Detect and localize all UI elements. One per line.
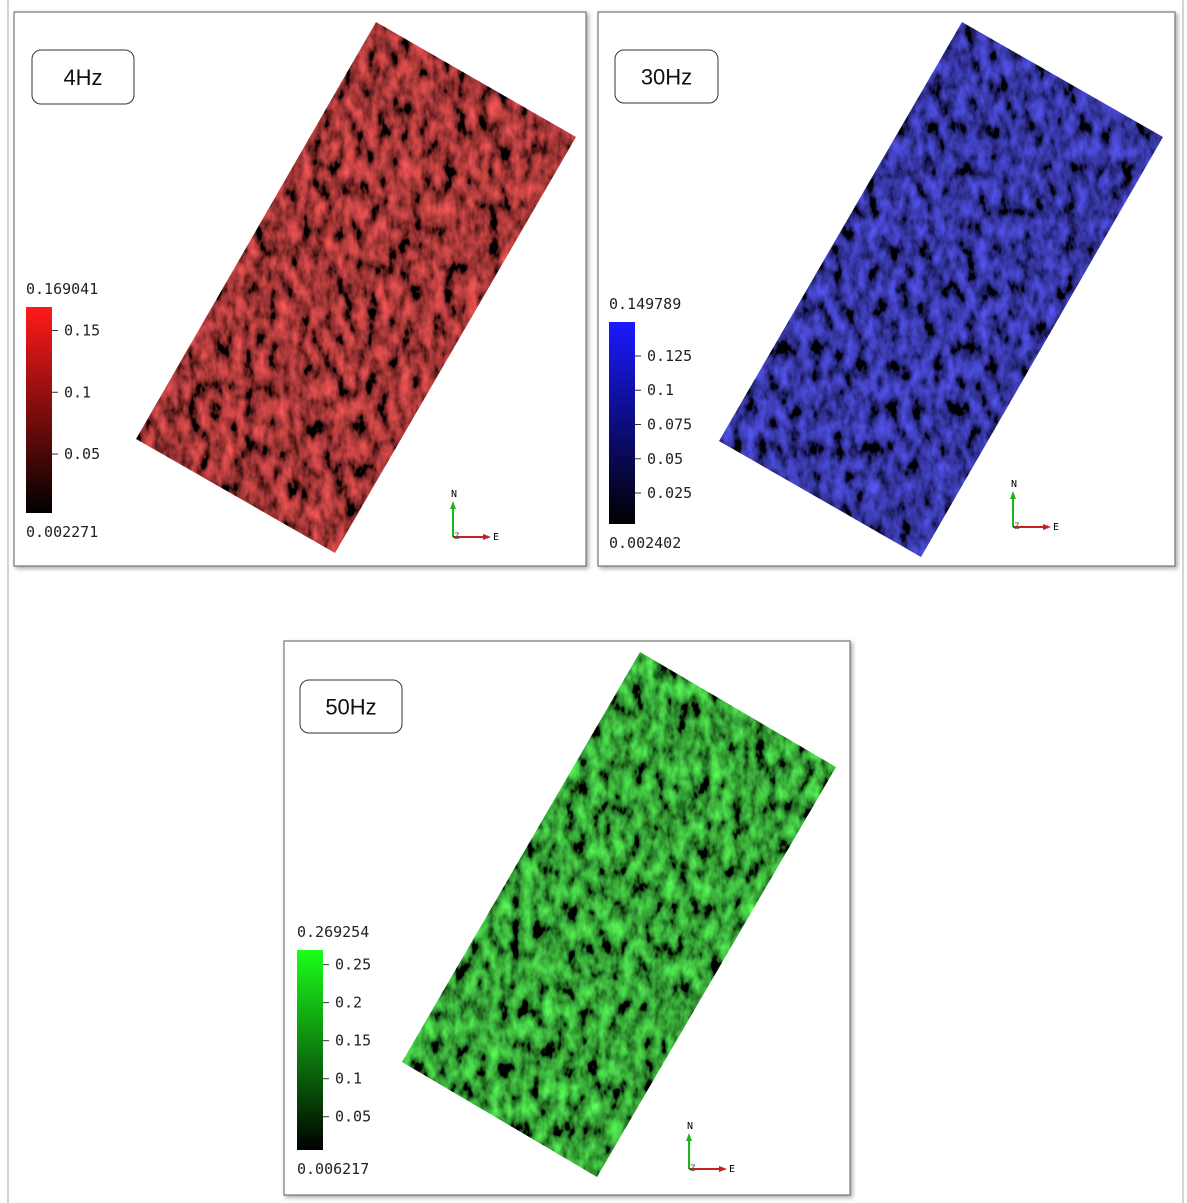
panel-label: 30Hz: [641, 65, 692, 90]
panel: 30Hz 0.149789 0.002402 0.125 0.1 0.075 0.05 0.0…: [597, 11, 1176, 567]
colorbar-tick-label: 0.1: [64, 383, 91, 401]
heatmap: [719, 22, 1163, 557]
panel: 4Hz 0.169041 0.002271 0.15 0.1 0.05 N E Z: [13, 11, 587, 567]
compass-e-label: E: [493, 532, 499, 543]
compass-e-label: E: [729, 1164, 735, 1175]
label-box: [299, 679, 403, 734]
colorbar-tick-label: 0.05: [64, 445, 100, 463]
compass-n-head: [1010, 491, 1016, 499]
heatmap: [136, 22, 576, 553]
colorbar-min: 0.002402: [609, 534, 681, 552]
colorbar-tick-label: 0.075: [647, 416, 692, 434]
colorbar-tick-label: 0.05: [647, 450, 683, 468]
colorbar-tick-label: 0.25: [335, 956, 371, 974]
compass-n-head: [686, 1133, 692, 1141]
colorbar-tick-label: 0.125: [647, 347, 692, 365]
colorbar-tick-label: 0.1: [335, 1070, 362, 1088]
label-box: [614, 49, 719, 104]
colorbar-tick-label: 0.15: [64, 322, 100, 340]
colorbar-max: 0.269254: [297, 923, 369, 941]
colorbar: [26, 307, 52, 513]
compass-z-label: Z: [1014, 522, 1020, 532]
colorbar-min: 0.006217: [297, 1160, 369, 1178]
colorbar-tick-label: 0.15: [335, 1032, 371, 1050]
compass-e-head: [1043, 524, 1051, 530]
compass-n-label: N: [451, 489, 457, 500]
colorbar: [609, 322, 635, 524]
colorbar-max: 0.169041: [26, 280, 98, 298]
colorbar-tick-label: 0.025: [647, 484, 692, 502]
heatmap: [402, 652, 836, 1177]
colorbar: [297, 950, 323, 1150]
compass-e-head: [483, 534, 491, 540]
label-box: [31, 49, 135, 105]
compass-z-label: Z: [690, 1164, 696, 1174]
colorbar-tick-label: 0.05: [335, 1108, 371, 1126]
panel-label: 50Hz: [325, 695, 376, 720]
colorbar-tick-label: 0.1: [647, 381, 674, 399]
colorbar-max: 0.149789: [609, 295, 681, 313]
compass-e-label: E: [1053, 522, 1059, 533]
panel-label: 4Hz: [63, 65, 102, 90]
compass-e-head: [719, 1166, 727, 1172]
panel: 50Hz 0.269254 0.006217 0.25 0.2 0.15 0.1 0.05 N E…: [283, 640, 851, 1196]
compass-n-label: N: [1011, 479, 1017, 490]
colorbar-min: 0.002271: [26, 523, 98, 541]
compass-n-label: N: [687, 1121, 693, 1132]
compass-n-head: [450, 501, 456, 509]
colorbar-tick-label: 0.2: [335, 994, 362, 1012]
compass-z-label: Z: [454, 532, 460, 542]
